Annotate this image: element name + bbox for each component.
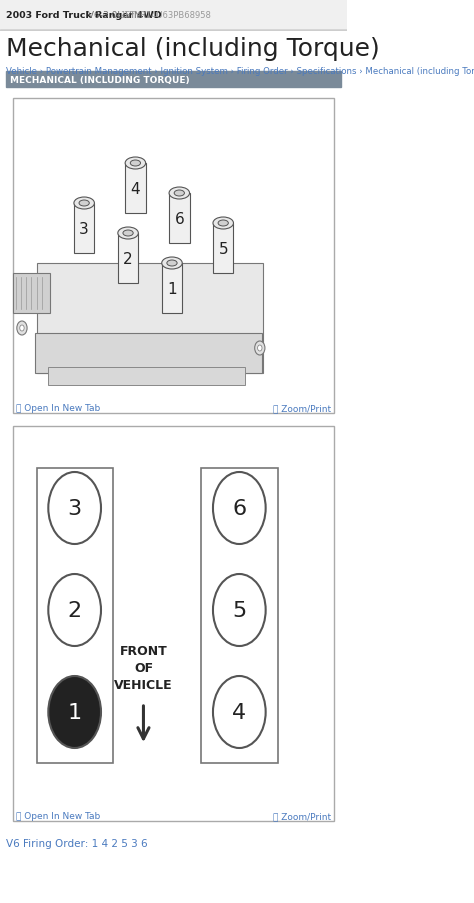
- Text: 2: 2: [123, 251, 133, 266]
- Circle shape: [48, 676, 101, 749]
- Circle shape: [213, 574, 265, 647]
- Bar: [13, 426, 334, 821]
- Text: OF: OF: [134, 662, 153, 675]
- Ellipse shape: [74, 198, 94, 209]
- Bar: [36, 469, 113, 763]
- Text: MECHANICAL (INCLUDING TORQUE): MECHANICAL (INCLUDING TORQUE): [10, 76, 190, 84]
- Ellipse shape: [167, 261, 177, 266]
- Ellipse shape: [17, 321, 27, 336]
- Ellipse shape: [218, 220, 228, 227]
- Text: V6-3.0L VIN U: V6-3.0L VIN U: [85, 11, 153, 20]
- Bar: [201, 469, 278, 763]
- Text: Mechanical (including Torque): Mechanical (including Torque): [6, 37, 380, 61]
- Text: 5: 5: [232, 600, 246, 620]
- Text: 2: 2: [68, 600, 82, 620]
- Text: VEHICLE: VEHICLE: [114, 679, 173, 692]
- Circle shape: [213, 676, 265, 749]
- Ellipse shape: [162, 257, 182, 270]
- Ellipse shape: [174, 191, 184, 197]
- Ellipse shape: [213, 218, 234, 229]
- Ellipse shape: [79, 200, 89, 207]
- Text: 4: 4: [130, 182, 140, 196]
- Text: ⎙ Open In New Tab: ⎙ Open In New Tab: [16, 404, 100, 413]
- Text: 🔍 Zoom/Print: 🔍 Zoom/Print: [273, 812, 331, 821]
- Circle shape: [48, 472, 101, 545]
- Bar: [118, 234, 138, 284]
- Text: 1: 1: [167, 281, 177, 296]
- Bar: [169, 194, 190, 244]
- Ellipse shape: [123, 231, 133, 237]
- Bar: [162, 264, 182, 313]
- Text: 5: 5: [219, 241, 228, 256]
- Text: 🔍 Zoom/Print: 🔍 Zoom/Print: [273, 404, 331, 413]
- Bar: [0, 0, 347, 30]
- Text: 3: 3: [79, 221, 89, 237]
- Text: V6 Firing Order: 1 4 2 5 3 6: V6 Firing Order: 1 4 2 5 3 6: [6, 838, 147, 848]
- Text: 1: 1: [68, 703, 82, 722]
- Ellipse shape: [169, 188, 190, 200]
- Text: Vehicle › Powertrain Management › Ignition System › Firing Order › Specification: Vehicle › Powertrain Management › Igniti…: [6, 67, 474, 76]
- Bar: [35, 333, 262, 374]
- Bar: [74, 204, 94, 254]
- FancyArrowPatch shape: [138, 706, 149, 739]
- Ellipse shape: [20, 326, 24, 331]
- Text: FRONT: FRONT: [119, 645, 167, 657]
- Bar: [213, 224, 234, 274]
- Text: ⎙ Open In New Tab: ⎙ Open In New Tab: [16, 812, 100, 821]
- Circle shape: [48, 574, 101, 647]
- Circle shape: [213, 472, 265, 545]
- Ellipse shape: [255, 341, 265, 356]
- Ellipse shape: [118, 228, 138, 239]
- Ellipse shape: [125, 158, 146, 170]
- Ellipse shape: [257, 346, 262, 351]
- Bar: [13, 274, 50, 313]
- Ellipse shape: [130, 161, 140, 167]
- Text: 6: 6: [174, 211, 184, 227]
- Bar: [13, 99, 334, 414]
- Bar: [47, 368, 245, 386]
- Bar: [6, 72, 341, 88]
- Text: 3: 3: [68, 498, 82, 518]
- Text: 6: 6: [232, 498, 246, 518]
- Text: 2003 Ford Truck Ranger 4WD: 2003 Ford Truck Ranger 4WD: [6, 11, 162, 20]
- Bar: [125, 163, 146, 214]
- Text: 4: 4: [232, 703, 246, 722]
- Text: 1FTYR14U63PB68958: 1FTYR14U63PB68958: [120, 11, 211, 20]
- Bar: [36, 264, 264, 374]
